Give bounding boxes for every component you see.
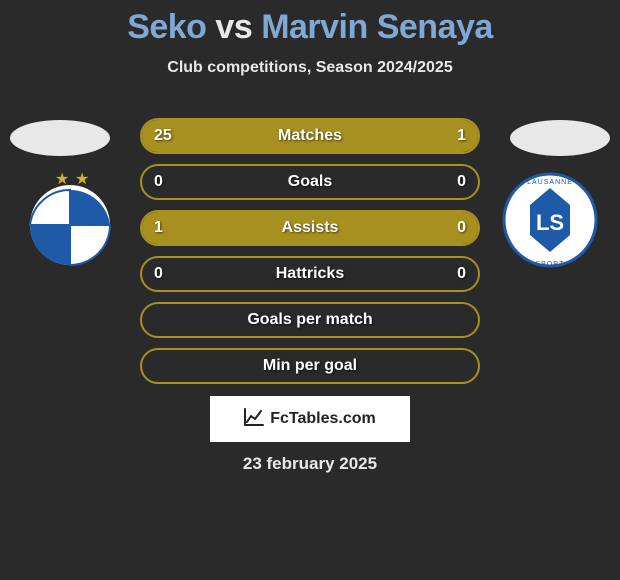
- player2-name: Marvin Senaya: [261, 8, 493, 46]
- stat-value-left: 1: [154, 219, 163, 237]
- svg-text:★: ★: [55, 171, 69, 188]
- stat-value-right: 0: [457, 219, 466, 237]
- player1-avatar: [10, 120, 110, 156]
- player1-name: Seko: [127, 8, 206, 46]
- stat-label: Goals: [288, 173, 332, 191]
- stat-label: Min per goal: [263, 357, 357, 375]
- stat-value-right: 0: [457, 173, 466, 191]
- team-left-badge: ★ ★: [20, 170, 120, 270]
- stat-label: Hattricks: [276, 265, 344, 283]
- stat-fill-left: [142, 120, 404, 152]
- stat-row: 1 0 Assists: [140, 210, 480, 246]
- stat-label: Matches: [278, 127, 342, 145]
- comparison-title: Seko vs Marvin Senaya: [0, 0, 620, 47]
- player2-avatar: [510, 120, 610, 156]
- svg-text:SPORT: SPORT: [536, 261, 565, 268]
- stat-value-left: 25: [154, 127, 172, 145]
- stat-row: Goals per match: [140, 302, 480, 338]
- chart-icon: [244, 408, 264, 431]
- stat-row: 25 1 Matches: [140, 118, 480, 154]
- team-right-badge: LS LAUSANNE SPORT: [500, 170, 600, 270]
- comparison-card: { "title": { "player1": "Seko", "vs": "v…: [0, 0, 620, 580]
- stat-fill-right: [404, 120, 478, 152]
- stats-block: 25 1 Matches 0 0 Goals 1 0 Assists 0 0 Hattricks Goa…: [140, 118, 480, 394]
- stat-value-right: 1: [457, 127, 466, 145]
- svg-text:LAUSANNE: LAUSANNE: [527, 179, 573, 186]
- branding-box: FcTables.com: [210, 396, 410, 442]
- branding-label: FcTables.com: [270, 410, 376, 428]
- date-label: 23 february 2025: [0, 454, 620, 474]
- svg-text:LS: LS: [536, 210, 564, 235]
- vs-label: vs: [215, 8, 252, 46]
- stat-row: 0 0 Hattricks: [140, 256, 480, 292]
- grasshoppers-crest-icon: ★ ★: [20, 170, 120, 270]
- subtitle: Club competitions, Season 2024/2025: [0, 59, 620, 77]
- stat-label: Goals per match: [247, 311, 372, 329]
- stat-value-left: 0: [154, 173, 163, 191]
- stat-value-left: 0: [154, 265, 163, 283]
- stat-row: Min per goal: [140, 348, 480, 384]
- svg-text:★: ★: [75, 171, 89, 188]
- stat-row: 0 0 Goals: [140, 164, 480, 200]
- stat-label: Assists: [282, 219, 339, 237]
- lausanne-crest-icon: LS LAUSANNE SPORT: [500, 170, 600, 270]
- stat-value-right: 0: [457, 265, 466, 283]
